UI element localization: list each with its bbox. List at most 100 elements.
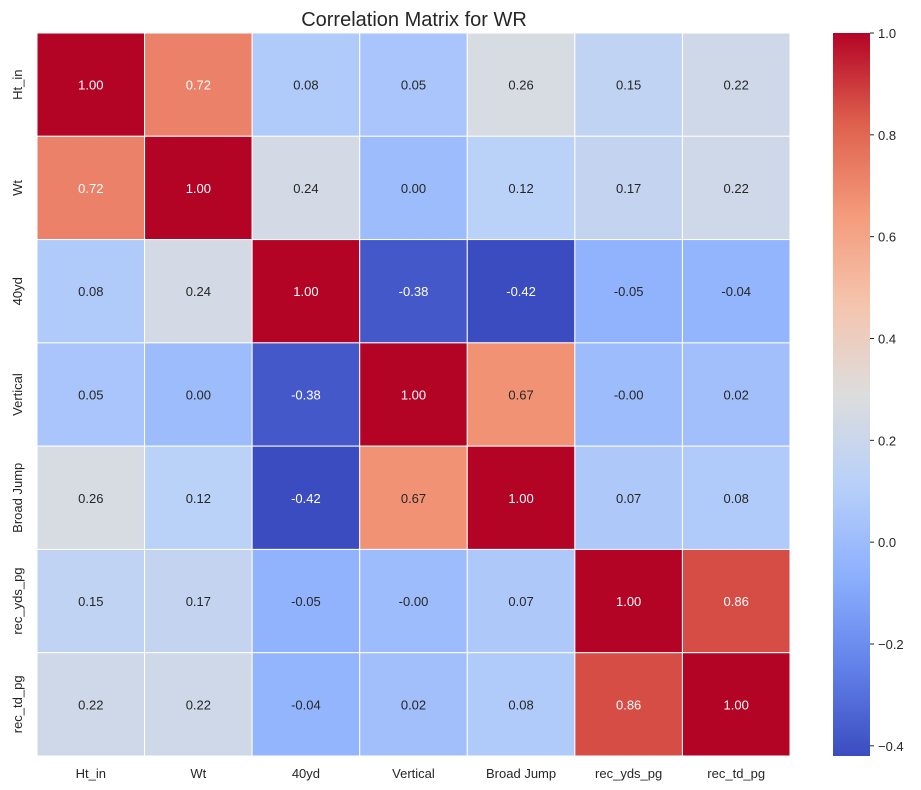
cell-annotation: 0.17	[616, 181, 641, 196]
cell-annotation: 0.00	[401, 181, 426, 196]
cell-annotation: 0.17	[186, 594, 211, 609]
colorbar-tick-label: 0.2	[878, 433, 896, 448]
heatmap-cell	[466, 239, 576, 344]
cell-annotation: 0.24	[293, 181, 318, 196]
heatmap-cell	[359, 342, 468, 447]
cell-annotation: 1.00	[508, 491, 533, 506]
cell-annotation: -0.00	[399, 594, 429, 609]
heatmap-cell	[251, 32, 361, 137]
cell-annotation: -0.04	[291, 697, 321, 712]
cell-annotation: 0.15	[78, 594, 103, 609]
heatmap-cell	[681, 342, 791, 447]
heatmap-cell	[251, 445, 361, 550]
y-tick-label: rec_yds_pg	[10, 567, 25, 634]
heatmap-cell	[681, 135, 791, 241]
heatmap-cell	[574, 135, 683, 241]
heatmap-cell	[574, 239, 683, 344]
heatmap-cell	[251, 548, 361, 654]
cell-annotation: 0.86	[724, 594, 749, 609]
cell-annotation: 1.00	[616, 594, 641, 609]
cell-annotation: -0.38	[291, 388, 321, 403]
cell-annotation: -0.38	[399, 284, 429, 299]
heatmap-cell	[359, 652, 468, 757]
heatmap-cells	[36, 32, 791, 757]
cell-annotation: 1.00	[293, 284, 318, 299]
cell-annotation: 0.22	[724, 181, 749, 196]
heatmap-cell	[36, 548, 146, 654]
cell-annotation: 0.05	[401, 78, 426, 93]
heatmap-cell	[36, 342, 146, 447]
heatmap-cell	[681, 239, 791, 344]
cell-annotation: 0.12	[186, 491, 211, 506]
heatmap-cell	[359, 548, 468, 654]
x-tick-label: 40yd	[292, 766, 320, 781]
cell-annotation: 0.72	[186, 78, 211, 93]
heatmap-cell	[144, 32, 253, 137]
heatmap-cell	[681, 445, 791, 550]
colorbar-tick-label: 0.0	[878, 535, 896, 550]
colorbar-gradient	[833, 33, 870, 756]
cell-annotation: 0.22	[186, 697, 211, 712]
heatmap-cell	[466, 652, 576, 757]
colorbar-tick-label: 0.4	[878, 331, 896, 346]
cell-annotation: 0.67	[401, 491, 426, 506]
heatmap-cell	[359, 32, 468, 137]
x-tick-label: rec_td_pg	[707, 766, 765, 781]
colorbar-tick-label: 0.8	[878, 128, 896, 143]
x-tick-label: Broad Jump	[486, 766, 556, 781]
x-tick-label: rec_yds_pg	[595, 766, 662, 781]
cell-annotation: 0.08	[724, 491, 749, 506]
y-tick-label: Ht_in	[10, 69, 25, 99]
heatmap-cell	[144, 342, 253, 447]
y-tick-label: Vertical	[10, 373, 25, 416]
heatmap-cell	[144, 548, 253, 654]
cell-annotation: 0.12	[508, 181, 533, 196]
cell-annotation: -0.05	[291, 594, 321, 609]
heatmap-cell	[574, 652, 683, 757]
cell-annotation: 0.26	[508, 78, 533, 93]
cell-annotation: -0.42	[506, 284, 536, 299]
heatmap-cell	[681, 548, 791, 654]
x-tick-label: Vertical	[392, 766, 435, 781]
cell-annotation: -0.04	[721, 284, 751, 299]
cell-annotation: 0.07	[508, 594, 533, 609]
cell-annotation: 0.72	[78, 181, 103, 196]
colorbar-tick-label: −0.2	[878, 637, 904, 652]
heatmap-cell	[251, 652, 361, 757]
cell-annotation: 1.00	[78, 78, 103, 93]
heatmap-cell	[466, 548, 576, 654]
heatmap-cell	[36, 652, 146, 757]
cell-annotation: 0.08	[293, 78, 318, 93]
y-tick-label: Wt	[10, 180, 25, 196]
heatmap-cell	[466, 32, 576, 137]
cell-annotation: 0.08	[508, 697, 533, 712]
chart-title: Correlation Matrix for WR	[301, 9, 527, 31]
x-tick-label: Ht_in	[76, 766, 106, 781]
cell-annotation: 0.15	[616, 78, 641, 93]
cell-annotation: -0.00	[614, 388, 644, 403]
cell-annotation: 0.67	[508, 388, 533, 403]
cell-annotation: 0.22	[78, 697, 103, 712]
heatmap-cell	[359, 239, 468, 344]
colorbar: 1.0 0.8 0.6 0.4 0.2 0.0 −0.2 −0.4	[833, 26, 904, 756]
heatmap-cell	[36, 445, 146, 550]
cell-annotation: 1.00	[186, 181, 211, 196]
cell-annotation: 1.00	[401, 388, 426, 403]
colorbar-tick-label: −0.4	[878, 739, 904, 754]
heatmap-cell	[681, 652, 791, 757]
heatmap-cell	[36, 239, 146, 344]
y-axis-tick-labels: Ht_in Wt 40yd Vertical Broad Jump rec_yds_pgr…	[10, 69, 25, 733]
cell-annotation: 0.22	[724, 78, 749, 93]
y-tick-label: Broad Jump	[10, 463, 25, 533]
cell-annotation: 0.02	[724, 388, 749, 403]
heatmap-cell	[574, 32, 683, 137]
heatmap-cell	[251, 239, 361, 344]
heatmap-cell	[36, 32, 146, 137]
heatmap-cell	[251, 135, 361, 241]
y-tick-label: 40yd	[10, 277, 25, 305]
y-tick-label: rec_td_pg	[10, 675, 25, 733]
colorbar-tick-label: 0.6	[878, 230, 896, 245]
cell-annotation: 0.86	[616, 697, 641, 712]
cell-annotation: 0.26	[78, 491, 103, 506]
